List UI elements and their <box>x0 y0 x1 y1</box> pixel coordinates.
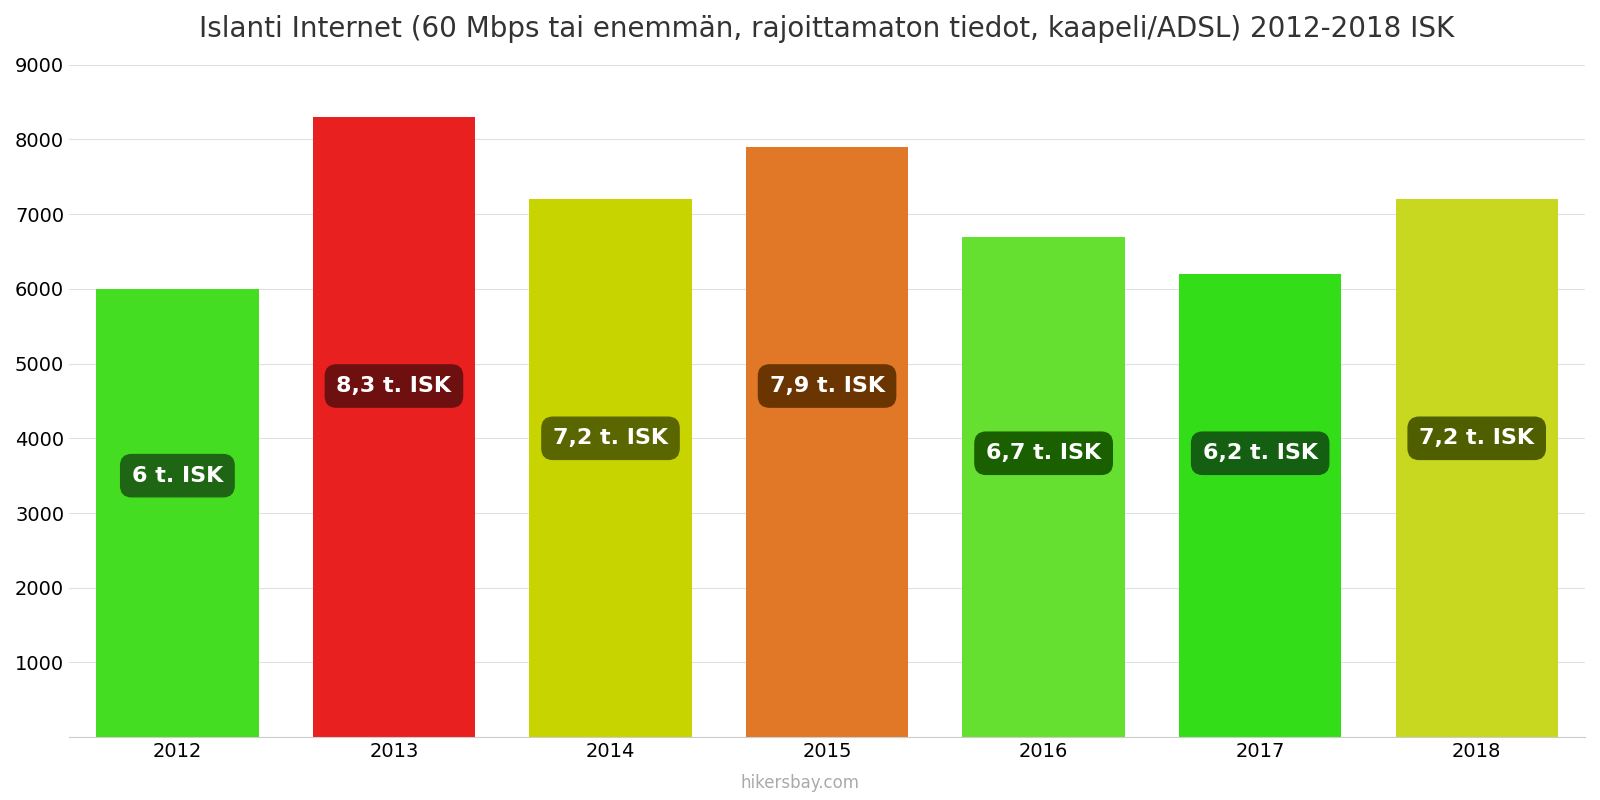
Bar <box>963 237 1125 737</box>
Text: 7,2 t. ISK: 7,2 t. ISK <box>1419 428 1534 448</box>
Bar <box>1179 274 1341 737</box>
Text: 6,7 t. ISK: 6,7 t. ISK <box>986 443 1101 463</box>
Bar <box>312 117 475 737</box>
Bar <box>746 147 909 737</box>
Text: 8,3 t. ISK: 8,3 t. ISK <box>336 376 451 396</box>
Bar <box>96 289 259 737</box>
Bar <box>1395 199 1558 737</box>
Bar <box>530 199 691 737</box>
Text: 6,2 t. ISK: 6,2 t. ISK <box>1203 443 1318 463</box>
Text: 7,9 t. ISK: 7,9 t. ISK <box>770 376 885 396</box>
Text: 7,2 t. ISK: 7,2 t. ISK <box>554 428 669 448</box>
Title: Islanti Internet (60 Mbps tai enemmän, rajoittamaton tiedot, kaapeli/ADSL) 2012-: Islanti Internet (60 Mbps tai enemmän, r… <box>200 15 1454 43</box>
Text: 6 t. ISK: 6 t. ISK <box>131 466 222 486</box>
Text: hikersbay.com: hikersbay.com <box>741 774 859 792</box>
